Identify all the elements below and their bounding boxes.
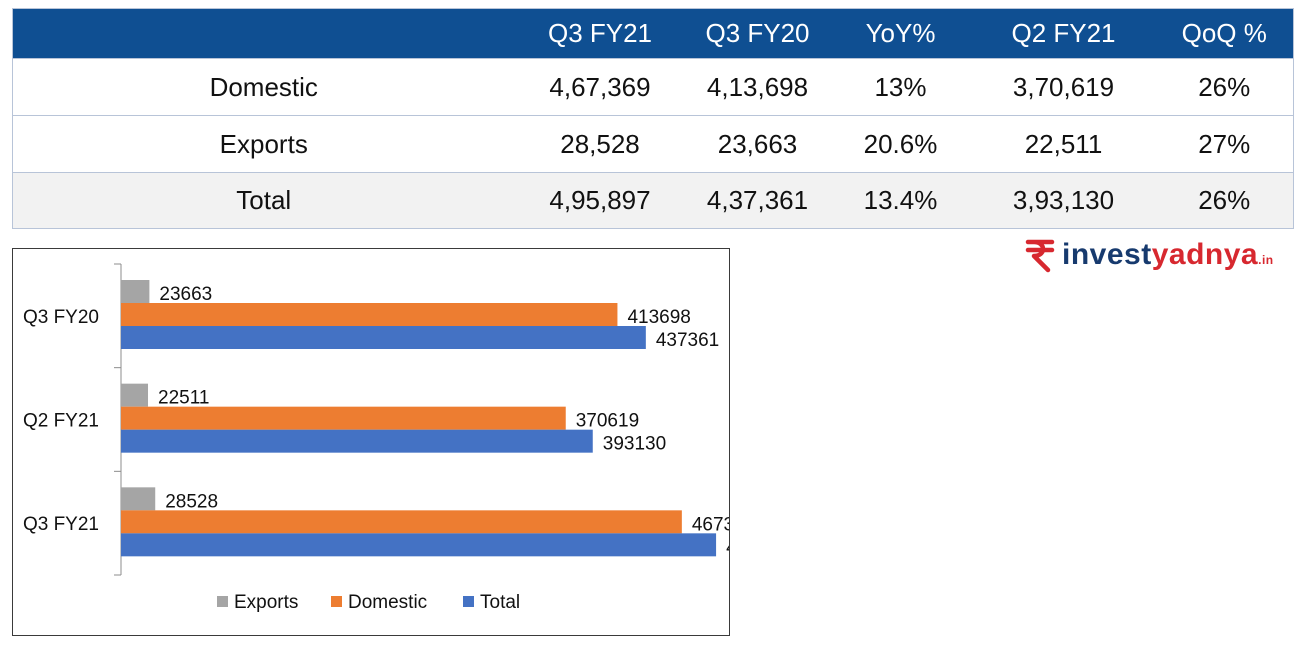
table-cell: 23,663 — [685, 115, 830, 173]
bar-exports — [121, 280, 150, 303]
row-label: Exports — [12, 115, 515, 173]
bar-total — [121, 429, 593, 453]
column-header: Q3 FY21 — [514, 8, 686, 59]
column-header: Q2 FY21 — [971, 8, 1156, 59]
bar-total — [121, 533, 717, 557]
logo-text: investyadnya.in — [1062, 238, 1274, 272]
column-header: QoQ % — [1155, 8, 1294, 59]
table-cell: 26% — [1155, 172, 1294, 229]
logo-text-invest: invest — [1062, 238, 1152, 271]
table-row: Exports 28,528 23,663 20.6% 22,511 27% — [12, 115, 1294, 173]
legend-label: Exports — [234, 592, 298, 613]
data-label: 28528 — [165, 491, 218, 512]
column-header: YoY% — [829, 8, 972, 59]
data-label: 413698 — [627, 307, 690, 328]
bar-domestic — [121, 406, 566, 430]
bar-chart: Q3 FY20 23663 413698 437361 Q2 FY21 22511 3706… — [12, 248, 730, 636]
legend-label: Total — [480, 592, 520, 613]
data-label: 495897 — [726, 537, 729, 558]
data-label: 467369 — [692, 514, 729, 535]
legend-label: Domestic — [348, 592, 427, 613]
table-cell: 4,13,698 — [685, 58, 830, 116]
investyadnya-logo: investyadnya.in — [1024, 237, 1274, 273]
data-label: 22511 — [158, 388, 209, 409]
bar-total — [121, 326, 646, 349]
logo-text-tld: .in — [1258, 253, 1274, 267]
bar-domestic — [121, 510, 682, 534]
table-row: Domestic 4,67,369 4,13,698 13% 3,70,619 … — [12, 58, 1294, 116]
table-cell: 26% — [1155, 58, 1294, 116]
legend-swatch — [463, 596, 474, 607]
table-cell: 3,93,130 — [971, 172, 1156, 229]
rupee-sign-icon — [1025, 239, 1055, 273]
summary-table: Q3 FY21 Q3 FY20 YoY% Q2 FY21 QoQ % Domes… — [12, 8, 1294, 229]
data-label: 370619 — [576, 411, 639, 432]
table-cell: 13.4% — [829, 172, 972, 229]
table-header-row: Q3 FY21 Q3 FY20 YoY% Q2 FY21 QoQ % — [12, 8, 1294, 59]
bar-exports — [121, 383, 149, 407]
table-cell: 28,528 — [514, 115, 686, 173]
column-header: Q3 FY20 — [685, 8, 830, 59]
category-label: Q3 FY20 — [23, 307, 99, 328]
category-label: Q2 FY21 — [23, 411, 99, 432]
table-cell: 27% — [1155, 115, 1294, 173]
row-label: Total — [12, 172, 515, 229]
legend-swatch — [217, 596, 228, 607]
bar-domestic — [121, 303, 618, 326]
logo-text-yadnya: yadnya — [1151, 238, 1259, 271]
category-label: Q3 FY21 — [23, 514, 99, 535]
table-cell: 4,37,361 — [685, 172, 830, 229]
table-row-total: Total 4,95,897 4,37,361 13.4% 3,93,130 2… — [12, 172, 1294, 229]
legend-swatch — [331, 596, 342, 607]
data-label: 23663 — [159, 284, 212, 305]
bar-exports — [121, 487, 156, 511]
table-cell: 22,511 — [971, 115, 1156, 173]
row-label: Domestic — [12, 58, 515, 116]
column-header — [12, 8, 515, 59]
table-cell: 4,95,897 — [514, 172, 686, 229]
table-cell: 20.6% — [829, 115, 972, 173]
table-cell: 13% — [829, 58, 972, 116]
data-label: 393130 — [603, 434, 666, 455]
data-label: 437361 — [656, 330, 719, 351]
table-cell: 4,67,369 — [514, 58, 686, 116]
table-cell: 3,70,619 — [971, 58, 1156, 116]
